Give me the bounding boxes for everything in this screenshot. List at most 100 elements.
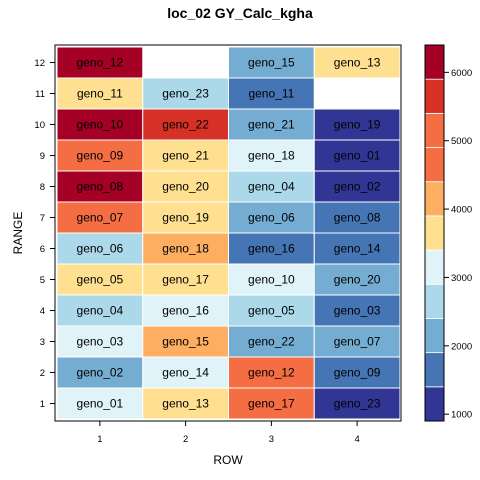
cell-label: geno_03 [77,335,124,349]
cell-label: geno_11 [77,87,123,101]
y-tick-label: 2 [40,368,45,379]
colorbar-bin [424,352,445,388]
cell-label: geno_13 [334,56,381,70]
heatmap-cell [56,77,144,110]
heatmap-cell [313,325,401,358]
colorbar-bin [424,181,445,217]
cell-label: geno_19 [162,211,209,225]
colorbar-tick-label: 6000 [451,68,472,79]
y-tick-label: 11 [35,89,45,100]
cell-label: geno_07 [334,335,381,349]
heatmap-cell [56,46,144,79]
cell-label: geno_04 [248,180,295,194]
heatmap-cell [56,387,144,420]
y-tick-label: 1 [40,399,45,410]
heatmap-cell [142,108,229,141]
y-tick-label: 9 [40,151,45,162]
cell-label: geno_06 [77,242,124,256]
colorbar-tick-label: 1000 [451,410,472,421]
x-tick-label: 4 [354,434,359,445]
colorbar-tick-label: 5000 [451,136,472,147]
heatmap-cell [142,356,229,389]
heatmap-cell [56,232,144,265]
heatmap-cell [56,170,144,203]
heatmap-cell [313,201,401,234]
cell-label: geno_10 [77,118,124,132]
y-tick-label: 8 [40,182,45,193]
heatmap-cell [313,46,401,79]
heatmap-cell [56,263,144,296]
colorbar-tick-label: 3000 [451,273,472,284]
cell-label: geno_02 [77,366,124,380]
heatmap-cell [313,108,401,141]
colorbar-bin [424,215,445,251]
heatmap-cell [56,294,144,327]
colorbar-bin [424,249,445,285]
colorbar-bin [424,78,445,114]
y-tick-label: 5 [40,275,45,286]
cell-label: geno_18 [248,149,295,163]
heatmap-cell [228,139,315,172]
cell-label: geno_16 [162,304,209,318]
cell-label: geno_08 [77,180,124,194]
cell-label: geno_18 [162,242,209,256]
cell-label: geno_14 [162,366,209,380]
heatmap-cell [313,294,401,327]
cell-label: geno_02 [334,180,381,194]
y-tick-label: 3 [40,337,45,348]
cell-label: geno_17 [248,397,295,411]
cell-label: geno_05 [77,273,124,287]
colorbar-bin [424,283,445,319]
x-axis-title: ROW [213,453,243,467]
cell-label: geno_20 [162,180,209,194]
cell-label: geno_16 [248,242,295,256]
heatmap-cell [56,356,144,389]
cell-label: geno_09 [77,149,124,163]
colorbar-bin [424,112,445,148]
heatmap-cell [142,387,229,420]
heatmap-cell [228,232,315,265]
heatmap-cell [313,170,401,203]
cell-label: geno_12 [77,56,124,70]
cell-label: geno_23 [162,87,209,101]
colorbar-bin [424,44,445,80]
y-tick-label: 7 [40,213,45,224]
heatmap-cell [228,356,315,389]
heatmap-cell [56,201,144,234]
colorbar: 1000 2000 3000 4000 5000 6000 [424,44,472,422]
heatmap-cell [142,263,229,296]
cell-label: geno_11 [248,87,294,101]
cell-label: geno_15 [248,56,295,70]
heatmap-cell [228,263,315,296]
cell-label: geno_12 [248,366,295,380]
colorbar-bin [424,386,445,422]
cell-label: geno_04 [77,304,124,318]
heatmap-cell [228,46,315,79]
heatmap-cell [56,325,144,358]
cell-label: geno_01 [334,149,381,163]
x-tick-label: 1 [97,434,102,445]
heatmap-cell [142,77,229,110]
cells-layer: geno_01 geno_13 geno_17 geno_23 geno_02 geno_… [56,46,401,420]
cell-label: geno_21 [248,118,295,132]
y-tick-label: 6 [40,244,45,255]
cell-label: geno_13 [162,397,209,411]
cell-label: geno_21 [162,149,209,163]
y-tick-label: 12 [34,58,45,69]
cell-label: geno_01 [77,397,124,411]
cell-label: geno_03 [334,304,381,318]
y-tick-label: 10 [34,120,45,131]
cell-label: geno_06 [248,211,295,225]
cell-label: geno_09 [334,366,381,380]
y-tick-label: 4 [40,306,45,317]
cell-label: geno_19 [334,118,381,132]
plot-panel-border [54,44,402,422]
cell-label: geno_08 [334,211,381,225]
colorbar-tick-label: 4000 [451,205,472,216]
heatmap-cell [313,387,401,420]
cell-label: geno_23 [334,397,381,411]
colorbar-tick-label: 2000 [451,341,472,352]
heatmap-cell [313,232,401,265]
heatmap-cell [142,325,229,358]
